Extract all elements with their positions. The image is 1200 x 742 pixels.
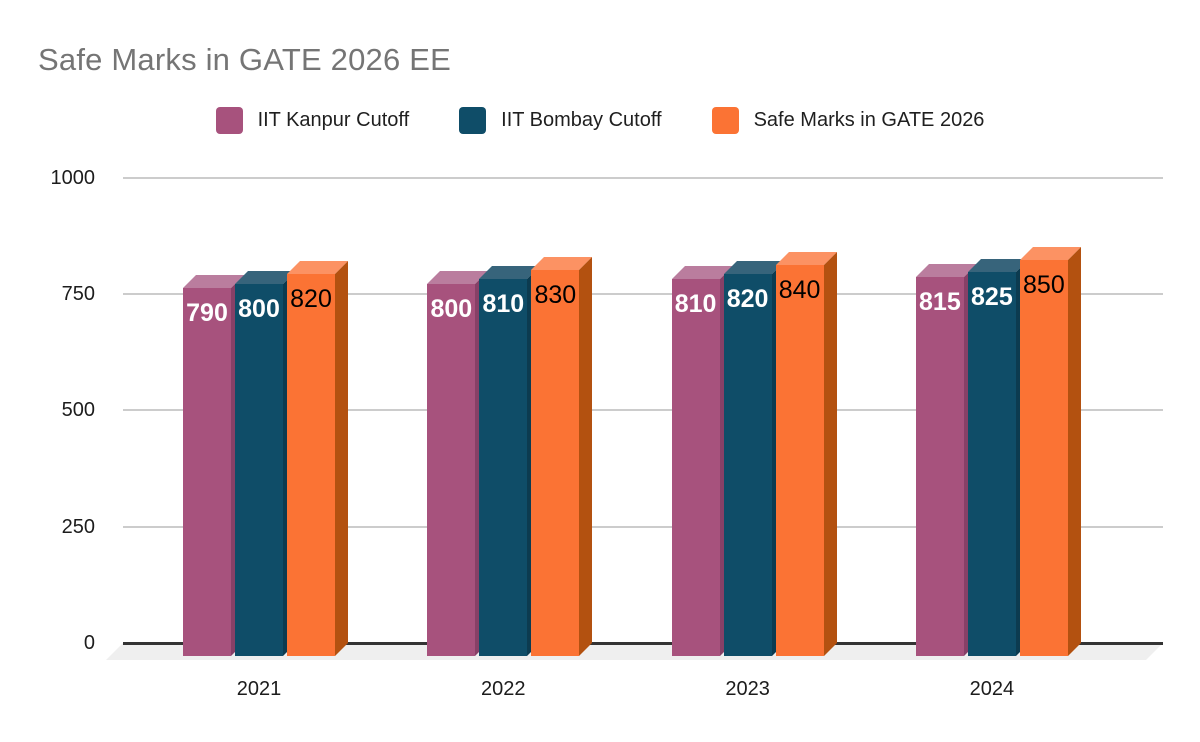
x-axis-label-2022: 2022: [481, 678, 526, 700]
bar-front-face: 850: [1019, 260, 1068, 656]
bar-2024-iit-bombay-cutoff: 825: [967, 258, 1029, 656]
bar-value-label: 800: [430, 294, 473, 323]
legend-item-iit-bombay-cutoff: IIT Bombay Cutoff: [459, 107, 662, 134]
x-axis-label-2021: 2021: [236, 678, 282, 700]
y-tick-label: 1000: [50, 166, 96, 189]
bar-front-face: 800: [235, 283, 283, 656]
bar-front-face: 840: [775, 264, 824, 656]
bar-value-label: 820: [290, 285, 332, 314]
legend: IIT Kanpur Cutoff IIT Bombay Cutoff Safe M…: [0, 107, 1200, 134]
bar-2022-safe-marks-in-gate-2026: 830: [531, 256, 593, 656]
bar-2022-iit-kanpur-cutoff: 800: [427, 270, 489, 656]
legend-label: Safe Marks in GATE 2026: [753, 109, 985, 131]
y-tick-label: 500: [61, 399, 95, 422]
bar-value-label: 820: [726, 285, 769, 314]
legend-swatch: [459, 107, 487, 134]
legend-item-safe-marks-in-gate-2026: Safe Marks in GATE 2026: [711, 107, 985, 134]
bar-value-label: 810: [482, 289, 525, 318]
gridline-1000: [123, 176, 1163, 179]
bar-front-face: 810: [479, 278, 528, 656]
bar-2024-safe-marks-in-gate-2026: 850: [1019, 247, 1081, 656]
bar-value-label: 790: [186, 299, 228, 328]
bar-side-face: [579, 256, 593, 656]
legend-label: IIT Kanpur Cutoff: [257, 109, 410, 131]
bar-value-label: 830: [534, 280, 577, 309]
bar-side-face: [335, 261, 348, 656]
bar-front-face: 810: [671, 278, 720, 656]
bar-2024-iit-kanpur-cutoff: 815: [915, 263, 977, 656]
y-tick-label: 750: [61, 282, 95, 305]
gridline-500: [123, 409, 1163, 412]
bar-value-label: 840: [778, 275, 821, 304]
bar-front-face: 830: [531, 269, 580, 656]
bar-value-label: 800: [238, 294, 280, 323]
bar-2023-safe-marks-in-gate-2026: 840: [775, 251, 837, 656]
gridline-250: [123, 525, 1163, 528]
bar-2022-iit-bombay-cutoff: 810: [479, 265, 541, 656]
legend-item-iit-kanpur-cutoff: IIT Kanpur Cutoff: [215, 107, 410, 134]
bar-front-face: 820: [723, 274, 772, 656]
bar-front-face: 825: [967, 271, 1016, 656]
bar-side-face: [823, 251, 837, 656]
legend-swatch: [215, 107, 243, 134]
bar-2021-safe-marks-in-gate-2026: 820: [287, 261, 348, 656]
x-axis-label-2024: 2024: [969, 678, 1015, 700]
legend-swatch: [711, 107, 739, 134]
bar-front-face: 800: [427, 283, 476, 656]
chart-floor: [106, 643, 1163, 660]
chart-title: Safe Marks in GATE 2026 EE: [38, 42, 451, 77]
gridline-750: [123, 292, 1163, 295]
bar-value-label: 850: [1023, 271, 1065, 300]
gridline-0: [123, 641, 1163, 645]
y-tick-label: 250: [61, 515, 95, 538]
bar-2021-iit-kanpur-cutoff: 790: [183, 275, 244, 656]
bar-value-label: 815: [919, 287, 961, 316]
bar-side-face: [1067, 247, 1081, 656]
bar-2023-iit-kanpur-cutoff: 810: [671, 265, 733, 656]
legend-label: IIT Bombay Cutoff: [501, 109, 662, 131]
x-axis-label-2023: 2023: [725, 678, 770, 700]
y-tick-label: 0: [83, 632, 95, 654]
bar-value-label: 810: [674, 289, 717, 318]
bar-value-label: 825: [971, 282, 1013, 311]
bar-front-face: 815: [915, 276, 964, 656]
bar-front-face: 820: [287, 274, 335, 656]
bar-2021-iit-bombay-cutoff: 800: [235, 270, 296, 656]
bar-2023-iit-bombay-cutoff: 820: [723, 261, 785, 656]
bar-front-face: 790: [183, 288, 231, 656]
